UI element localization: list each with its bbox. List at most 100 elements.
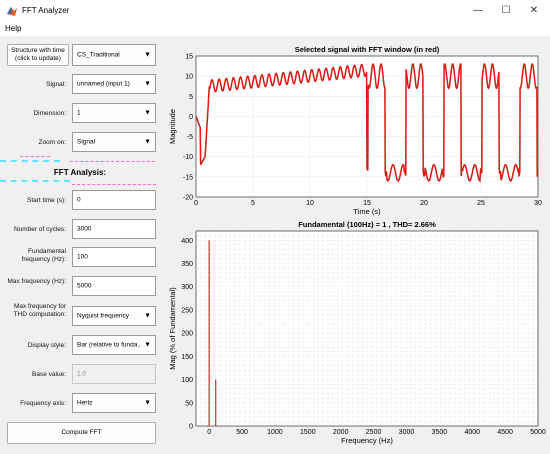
fft-x-tick-label: 1000	[267, 429, 283, 436]
zoom-dropdown[interactable]: Signal ▼	[72, 132, 156, 152]
chevron-down-icon: ▼	[144, 313, 151, 320]
start-time-input[interactable]: 0	[72, 190, 156, 210]
chevron-down-icon: ▼	[144, 139, 151, 146]
zoom-dropdown-value: Signal	[77, 139, 95, 146]
fft-x-tick-label: 3000	[399, 429, 415, 436]
close-button[interactable]: ✕	[526, 4, 542, 18]
fft-y-tick-label: 150	[181, 354, 193, 361]
fft-y-tick-label: 350	[181, 261, 193, 268]
fft-x-tick-label: 4500	[497, 429, 513, 436]
fundamental-frequency-value: 100	[77, 254, 88, 261]
chevron-down-icon: ▼	[144, 400, 151, 407]
dimension-dropdown-value: 1	[77, 110, 81, 117]
signal-label: Signal:	[4, 81, 66, 89]
charts-canvas: 0 5 10 15 20 25 30 -20 -15 -10 -5 0 5 10 15 Selected si…	[163, 36, 550, 454]
signal-dropdown[interactable]: unnamed (input 1) ▼	[72, 74, 156, 94]
chevron-down-icon: ▼	[144, 110, 151, 117]
signal-x-tick-label: 30	[534, 200, 542, 207]
chevron-down-icon: ▼	[144, 342, 151, 349]
render-artifact	[20, 156, 50, 158]
display-style-value: Bar (relative to funda...	[77, 342, 141, 349]
fft-analysis-heading: FFT Analysis:	[40, 168, 120, 177]
signal-x-tick-label: 0	[194, 200, 198, 207]
fft-y-tick-label: 50	[185, 400, 193, 407]
max-frequency-label: Max frequency (Hz):	[4, 278, 66, 286]
frequency-axis-dropdown[interactable]: Hertz ▼	[72, 393, 156, 413]
render-artifact	[70, 161, 155, 163]
title-bar: FFT Analyzer — ☐ ✕	[0, 0, 550, 22]
display-style-label: Display style:	[4, 342, 66, 350]
base-value-input: 1.0	[72, 364, 156, 384]
max-frequency-value: 5000	[77, 283, 91, 290]
signal-y-tick-label: -10	[183, 154, 193, 161]
signal-plot-title: Selected signal with FFT window (in red)	[295, 45, 440, 54]
signal-x-tick-label: 20	[420, 200, 428, 207]
fft-x-tick-label: 0	[207, 429, 211, 436]
minimize-button[interactable]: —	[470, 4, 486, 18]
fft-y-axis-label: Mag (% of Fundamental)	[168, 287, 177, 370]
start-time-label: Start time (s):	[4, 197, 66, 205]
menu-help[interactable]: Help	[5, 24, 21, 33]
signal-x-tick-label: 5	[251, 200, 255, 207]
fft-bar	[215, 380, 216, 426]
fft-x-tick-label: 500	[236, 429, 248, 436]
zoom-label: Zoom on:	[4, 139, 66, 147]
render-artifact	[0, 180, 70, 183]
fft-bar	[209, 240, 210, 426]
control-panel: Structure with time (click to update) CS…	[0, 36, 163, 454]
fft-x-axis-label: Frequency (Hz)	[341, 436, 393, 445]
chevron-down-icon: ▼	[144, 52, 151, 59]
fft-plot-title: Fundamental (100Hz) = 1 , THD= 2.66%	[298, 220, 436, 229]
signal-y-tick-label: 10	[185, 74, 193, 81]
fft-y-tick-label: 400	[181, 238, 193, 245]
fft-x-tick-label: 2000	[333, 429, 349, 436]
structure-dropdown-value: CS_Traditional	[77, 52, 120, 59]
max-thd-frequency-dropdown[interactable]: Nyquist frequency ▼	[72, 306, 156, 326]
signal-x-axis-label: Time (s)	[353, 207, 381, 216]
frequency-axis-value: Hertz	[77, 400, 93, 407]
fft-x-tick-label: 2500	[366, 429, 382, 436]
chevron-down-icon: ▼	[144, 81, 151, 88]
signal-y-tick-label: 15	[185, 54, 193, 61]
render-artifact	[72, 184, 156, 186]
fft-y-tick-label: 0	[189, 424, 193, 431]
fft-x-tick-label: 1500	[300, 429, 316, 436]
display-style-dropdown[interactable]: Bar (relative to funda... ▼	[72, 335, 156, 355]
signal-dropdown-value: unnamed (input 1)	[77, 81, 130, 88]
fft-x-tick-label: 5000	[530, 429, 546, 436]
max-frequency-input[interactable]: 5000	[72, 276, 156, 296]
signal-x-tick-label: 15	[363, 200, 371, 207]
matlab-app-icon	[6, 5, 18, 17]
compute-fft-button[interactable]: Compute FFT	[7, 422, 156, 444]
frequency-axis-label: Frequency axis:	[4, 400, 66, 408]
max-thd-frequency-label: Max frequency for THD computation:	[4, 303, 66, 319]
start-time-value: 0	[77, 197, 81, 204]
signal-y-axis-label: Magnitude	[168, 109, 177, 144]
fft-x-tick-label: 4000	[464, 429, 480, 436]
fundamental-frequency-input[interactable]: 100	[72, 247, 156, 267]
maximize-button[interactable]: ☐	[498, 4, 514, 18]
max-thd-frequency-value: Nyquist frequency	[77, 313, 129, 320]
fft-y-tick-label: 200	[181, 331, 193, 338]
signal-y-tick-label: -5	[187, 134, 193, 141]
fft-x-tick-label: 3500	[432, 429, 448, 436]
fft-y-tick-label: 300	[181, 284, 193, 291]
window-title: FFT Analyzer	[22, 6, 69, 15]
base-value-label: Base value:	[4, 371, 66, 379]
signal-x-tick-label: 25	[477, 200, 485, 207]
structure-update-button[interactable]: Structure with time (click to update)	[7, 44, 69, 66]
dimension-dropdown[interactable]: 1 ▼	[72, 103, 156, 123]
signal-x-tick-label: 10	[306, 200, 314, 207]
signal-y-tick-label: -20	[183, 195, 193, 202]
fft-y-tick-label: 100	[181, 377, 193, 384]
fft-y-tick-label: 250	[181, 307, 193, 314]
cycles-value: 3000	[77, 226, 91, 233]
base-value-value: 1.0	[77, 371, 86, 378]
signal-y-tick-label: -15	[183, 174, 193, 181]
structure-dropdown[interactable]: CS_Traditional ▼	[72, 44, 156, 66]
menu-bar: Help	[0, 22, 550, 37]
render-artifact	[0, 160, 60, 163]
cycles-input[interactable]: 3000	[72, 219, 156, 239]
cycles-label: Number of cycles:	[4, 226, 66, 234]
signal-y-tick-label: 5	[189, 94, 193, 101]
